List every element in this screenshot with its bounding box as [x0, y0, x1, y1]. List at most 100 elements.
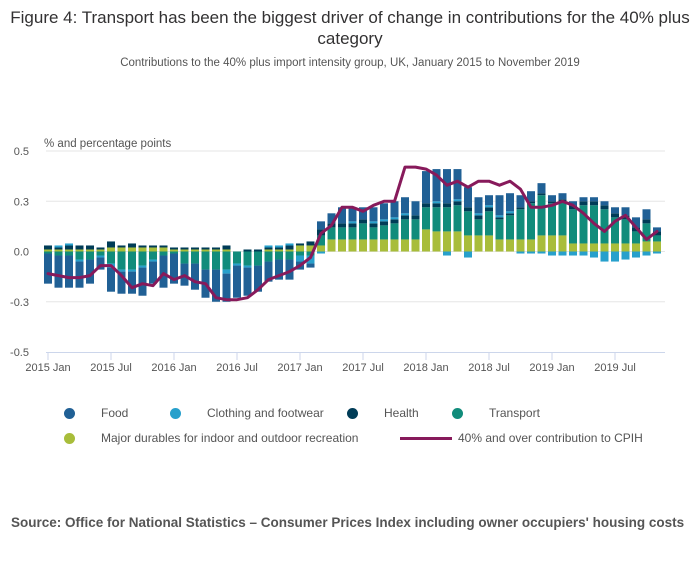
bar-segment-health	[422, 203, 430, 208]
legend-label: Major durables for indoor and outdoor re…	[101, 431, 359, 445]
bar-segment-transport	[506, 215, 514, 240]
bar-segment-clothing	[348, 221, 357, 224]
bar-segment-major	[653, 241, 661, 252]
bar-segment-transport	[558, 201, 567, 236]
bar-segment-major	[75, 249, 84, 252]
legend-label: Food	[101, 406, 129, 420]
bar-segment-health	[180, 247, 189, 250]
bar-segment-food	[611, 207, 619, 214]
bar-segment-clothing	[485, 205, 493, 208]
bar-segment-major	[201, 249, 210, 252]
bar-segment-food	[264, 261, 273, 282]
bar-segment-major	[600, 243, 609, 252]
bar-segment-transport	[464, 211, 472, 236]
bar-segment-clothing	[495, 215, 504, 218]
bar-segment-health	[380, 221, 388, 226]
bar-segment-health	[96, 247, 105, 250]
bar-segment-health	[107, 241, 115, 248]
legend-item-major-durables[interactable]: Major durables for indoor and outdoor re…	[64, 431, 358, 445]
bar-segment-transport	[422, 207, 430, 230]
bar-segment-health	[401, 215, 409, 220]
bar-segment-major	[422, 229, 430, 252]
bar-segment-transport	[222, 251, 231, 270]
bar-segment-transport	[243, 251, 252, 266]
bar-segment-food	[600, 201, 609, 206]
bar-segment-clothing	[317, 251, 325, 254]
bar-segment-health	[453, 201, 462, 206]
bar-segment-transport	[642, 223, 651, 242]
x-tick-label: 2015 Jul	[90, 362, 132, 374]
bar-segment-clothing	[579, 251, 588, 256]
bar-segment-clothing	[611, 251, 619, 262]
bar-segment-clothing	[222, 269, 231, 274]
bar-segment-clothing	[464, 251, 472, 258]
y-tick-label: 0.3	[14, 196, 29, 208]
legend-item-clothing[interactable]: Clothing and footwear	[170, 406, 324, 420]
bar-segment-clothing	[96, 255, 105, 258]
bar-segment-health	[642, 219, 651, 224]
bar-segment-major	[611, 243, 619, 252]
chart-subtitle: Contributions to the 40% plus import int…	[120, 57, 580, 69]
bar-segment-major	[632, 243, 640, 252]
cpih-contribution-line	[46, 165, 659, 302]
bar-segment-food	[170, 253, 178, 284]
bar-segment-health	[338, 223, 346, 228]
bar-segment-clothing	[516, 251, 525, 254]
bar-segment-major	[359, 239, 367, 252]
bar-segment-transport	[632, 231, 640, 244]
bar-segment-clothing	[527, 251, 535, 254]
bar-segment-food	[243, 267, 252, 296]
legend-label: Clothing and footwear	[207, 406, 324, 420]
bar-segment-food	[191, 263, 199, 290]
bar-segment-food	[411, 201, 420, 216]
bar-segment-major	[86, 249, 94, 252]
bar-segment-major	[317, 245, 325, 252]
bar-segment-clothing	[432, 201, 441, 204]
bar-segment-major	[548, 235, 556, 252]
bar-segment-clothing	[264, 245, 273, 248]
bar-segment-transport	[600, 209, 609, 244]
bar-segment-clothing	[285, 243, 294, 246]
bar-segment-transport	[495, 219, 504, 240]
legend-item-food[interactable]: Food	[64, 406, 128, 420]
bar-segment-transport	[75, 251, 84, 260]
bar-segment-food	[474, 197, 483, 214]
bar-segment-food	[44, 253, 52, 284]
bar-segment-food	[338, 207, 346, 224]
bar-segment-health	[495, 217, 504, 220]
food-swatch-icon	[64, 407, 75, 419]
bar-segment-major	[191, 249, 199, 252]
bar-segment-major	[348, 239, 357, 252]
x-tick-label: 2017 Jan	[277, 362, 322, 374]
bar-segment-health	[548, 201, 556, 204]
legend-item-cpih-line[interactable]: 40% and over contribution to CPIH	[400, 431, 643, 445]
bar-segment-transport	[275, 251, 283, 260]
legend-item-transport[interactable]: Transport	[452, 406, 540, 420]
bar-segment-transport	[86, 251, 94, 260]
bar-segment-health	[390, 219, 399, 224]
bar-segment-transport	[348, 227, 357, 240]
bar-segment-food	[117, 271, 126, 294]
bar-segment-clothing	[569, 251, 577, 256]
bar-segment-transport	[285, 251, 294, 260]
bar-segment-food	[558, 193, 567, 200]
bar-segment-transport	[390, 223, 399, 240]
bar-segment-food	[96, 257, 105, 270]
x-tick-label: 2017 Jul	[342, 362, 384, 374]
bar-segment-food	[590, 197, 598, 202]
bar-segment-major	[590, 243, 598, 252]
bar-segment-transport	[474, 219, 483, 236]
bar-segment-major	[138, 247, 147, 252]
bar-segment-major	[432, 231, 441, 252]
bar-segment-transport	[443, 207, 451, 232]
bar-segment-clothing	[390, 217, 399, 220]
bar-segment-health	[485, 207, 493, 212]
bar-segment-food	[107, 267, 115, 292]
bar-segment-food	[75, 261, 84, 288]
bar-segment-major	[107, 247, 115, 252]
bar-segment-health	[149, 245, 157, 248]
bar-segment-transport	[306, 251, 315, 256]
legend-item-health[interactable]: Health	[347, 406, 419, 420]
bar-segment-food	[380, 203, 388, 220]
bar-segment-health	[212, 247, 220, 250]
